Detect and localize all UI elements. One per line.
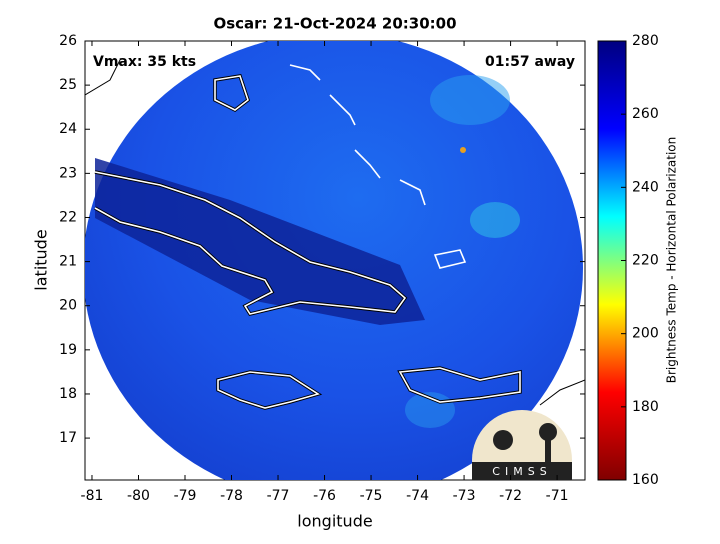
x-tick-label: -73 [453, 488, 476, 504]
y-axis-label: latitude [32, 229, 51, 290]
colorbar-tick-label: 200 [632, 326, 659, 342]
land-border [539, 379, 585, 406]
chart-title: Oscar: 21-Oct-2024 20:30:00 [213, 15, 456, 33]
colorbar-tick-label: 220 [632, 253, 659, 269]
x-tick-label: -78 [220, 488, 243, 504]
colorbar-label: Brightness Temp - Horizontal Polarizatio… [665, 137, 679, 384]
y-tick-label: 26 [59, 33, 77, 49]
colorbar-tick-label: 180 [632, 399, 659, 415]
x-tick-label: -81 [81, 488, 104, 504]
colorbar-tick-label: 240 [632, 179, 659, 195]
x-tick-label: -77 [267, 488, 290, 504]
annotation: 01:57 away [485, 54, 575, 70]
satellite-image [85, 41, 585, 480]
x-tick-label: -80 [127, 488, 150, 504]
x-tick-label: -71 [546, 488, 569, 504]
y-tick-label: 17 [59, 430, 77, 446]
colorbar-tick-label: 260 [632, 106, 659, 122]
x-tick-label: -76 [313, 488, 336, 504]
hot-spot [460, 147, 466, 153]
x-tick-label: -79 [174, 488, 197, 504]
land-border [85, 59, 121, 96]
y-tick-label: 22 [59, 209, 77, 225]
x-tick-label: -75 [360, 488, 383, 504]
y-tick-label: 20 [59, 298, 77, 314]
colorbar-tick-label: 160 [632, 472, 659, 488]
annotation: Vmax: 35 kts [93, 54, 196, 70]
y-tick-label: 23 [59, 165, 77, 181]
x-tick-label: -74 [406, 488, 429, 504]
y-tick-label: 19 [59, 342, 77, 358]
x-tick-label: -72 [499, 488, 522, 504]
logo-text: CIMSS [492, 465, 551, 478]
dark-swath [95, 158, 425, 325]
logo: CIMSS [472, 410, 572, 480]
y-tick-label: 21 [59, 254, 77, 270]
y-tick-label: 18 [59, 386, 77, 402]
y-tick-label: 24 [59, 121, 77, 137]
cloud [470, 202, 520, 238]
colorbar-tick-label: 280 [632, 33, 659, 49]
coastline [94, 64, 521, 409]
cloud [430, 75, 510, 125]
x-axis-label: longitude [297, 512, 372, 531]
y-tick-label: 25 [59, 77, 77, 93]
